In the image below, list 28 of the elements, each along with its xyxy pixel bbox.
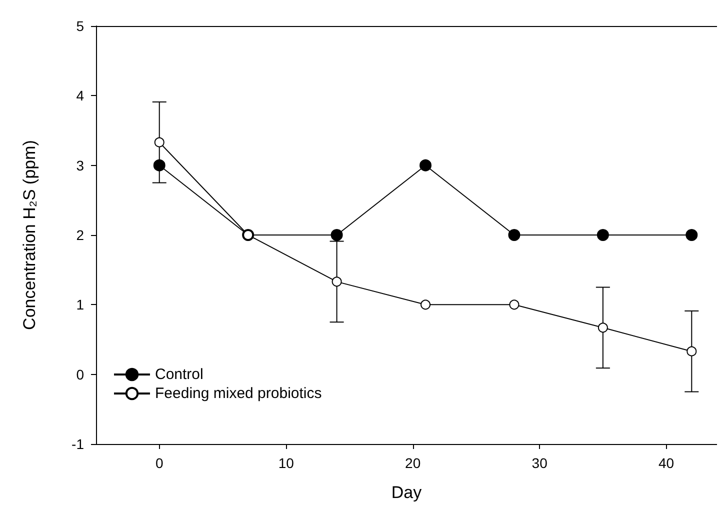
point [686, 229, 698, 241]
point [686, 346, 697, 356]
point [509, 300, 520, 310]
point [596, 229, 609, 241]
point [332, 276, 342, 287]
point [508, 229, 520, 241]
y-axis-title: Concentration H₂S (ppm) [20, 140, 39, 330]
y-tick-label: -1 [72, 436, 84, 452]
point [154, 137, 164, 148]
point [420, 159, 432, 172]
x-tick-label: 30 [532, 455, 548, 471]
legend-label: Feeding mixed probiotics [155, 385, 322, 402]
point [330, 229, 343, 241]
x-tick-label: 20 [405, 455, 421, 471]
y-tick-label: 0 [76, 366, 84, 382]
x-tick-label: 40 [658, 455, 674, 471]
y-tick-label: 4 [76, 88, 84, 104]
x-tick-label: 0 [155, 455, 164, 471]
x-tick-label: 10 [278, 455, 294, 471]
y-tick-label: 3 [76, 157, 84, 174]
y-tick-label: 5 [76, 18, 84, 34]
point [420, 300, 431, 310]
point [153, 159, 166, 172]
legend-label: Control [155, 366, 204, 383]
y-tick-label: 1 [76, 296, 84, 313]
y-tick-label: 2 [76, 227, 84, 243]
x-axis-title: Day [391, 483, 422, 502]
point [598, 322, 608, 333]
